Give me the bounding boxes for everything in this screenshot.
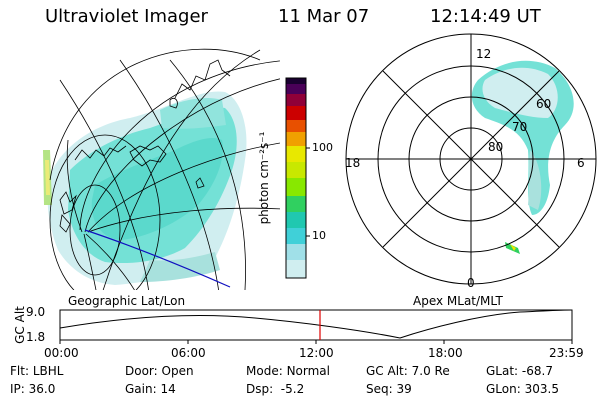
status-flt: Flt: LBHL <box>10 364 64 378</box>
altitude-ytick-max: 9.0 <box>26 305 46 319</box>
status-dsp: Dsp: -5.2 <box>246 382 305 396</box>
status-mode: Mode: Normal <box>246 364 330 378</box>
mlat-label-80: 80 <box>488 140 504 154</box>
mlat-label-70: 70 <box>512 120 528 134</box>
date-label: 11 Mar 07 <box>278 6 370 27</box>
xtick-1800: 18:00 <box>428 346 463 360</box>
colorbar-tick-100: 100 <box>312 141 333 154</box>
mlt-label-0: 0 <box>467 276 475 290</box>
xtick-0000: 00:00 <box>44 346 79 360</box>
status-gain: Gain: 14 <box>125 382 176 396</box>
mlat-label-60: 60 <box>536 97 552 111</box>
altitude-ylabel: GC Alt <box>13 306 27 344</box>
mlt-label-12: 12 <box>476 47 492 61</box>
colorbar-unit-label: photon cm⁻²s⁻¹ <box>257 131 271 225</box>
status-glon: GLon: 303.5 <box>486 382 559 396</box>
geographic-caption: Geographic Lat/Lon <box>68 294 186 308</box>
time-label: 12:14:49 UT <box>430 6 541 27</box>
xtick-2359: 23:59 <box>549 346 584 360</box>
status-gc-alt: GC Alt: 7.0 Re <box>366 364 450 378</box>
colorbar <box>285 77 310 279</box>
apex-caption: Apex MLat/MLT <box>413 294 503 308</box>
mlt-label-18: 18 <box>345 156 361 170</box>
status-glat: GLat: -68.7 <box>486 364 553 378</box>
status-seq: Seq: 39 <box>366 382 412 396</box>
xtick-1200: 12:00 <box>299 346 334 360</box>
status-door: Door: Open <box>125 364 194 378</box>
altitude-plot <box>59 309 573 344</box>
colorbar-tick-10: 10 <box>312 229 326 242</box>
xtick-0600: 06:00 <box>171 346 206 360</box>
altitude-ytick-min: 1.8 <box>26 330 46 344</box>
instrument-title: Ultraviolet Imager <box>45 6 208 27</box>
polar-image <box>345 33 597 285</box>
mlt-label-6: 6 <box>577 156 585 170</box>
geographic-image <box>43 48 280 290</box>
status-ip: IP: 36.0 <box>10 382 56 396</box>
